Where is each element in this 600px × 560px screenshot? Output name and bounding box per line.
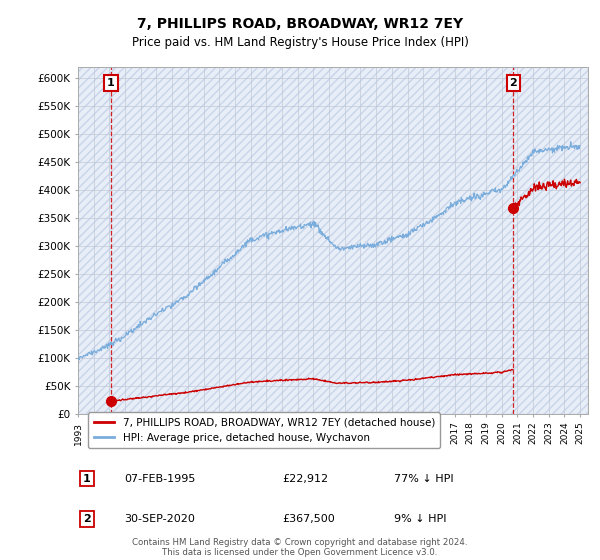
- Text: 1: 1: [83, 474, 91, 484]
- Text: 9% ↓ HPI: 9% ↓ HPI: [394, 514, 446, 524]
- Legend: 7, PHILLIPS ROAD, BROADWAY, WR12 7EY (detached house), HPI: Average price, detac: 7, PHILLIPS ROAD, BROADWAY, WR12 7EY (de…: [88, 412, 440, 448]
- Text: 7, PHILLIPS ROAD, BROADWAY, WR12 7EY: 7, PHILLIPS ROAD, BROADWAY, WR12 7EY: [137, 17, 463, 31]
- Text: 1: 1: [107, 78, 115, 88]
- Text: 30-SEP-2020: 30-SEP-2020: [124, 514, 195, 524]
- Text: 2: 2: [509, 78, 517, 88]
- Text: £22,912: £22,912: [282, 474, 328, 484]
- Text: £367,500: £367,500: [282, 514, 335, 524]
- Text: 2: 2: [83, 514, 91, 524]
- Text: Contains HM Land Registry data © Crown copyright and database right 2024.
This d: Contains HM Land Registry data © Crown c…: [132, 538, 468, 557]
- Text: 77% ↓ HPI: 77% ↓ HPI: [394, 474, 454, 484]
- Text: 07-FEB-1995: 07-FEB-1995: [124, 474, 195, 484]
- Text: Price paid vs. HM Land Registry's House Price Index (HPI): Price paid vs. HM Land Registry's House …: [131, 36, 469, 49]
